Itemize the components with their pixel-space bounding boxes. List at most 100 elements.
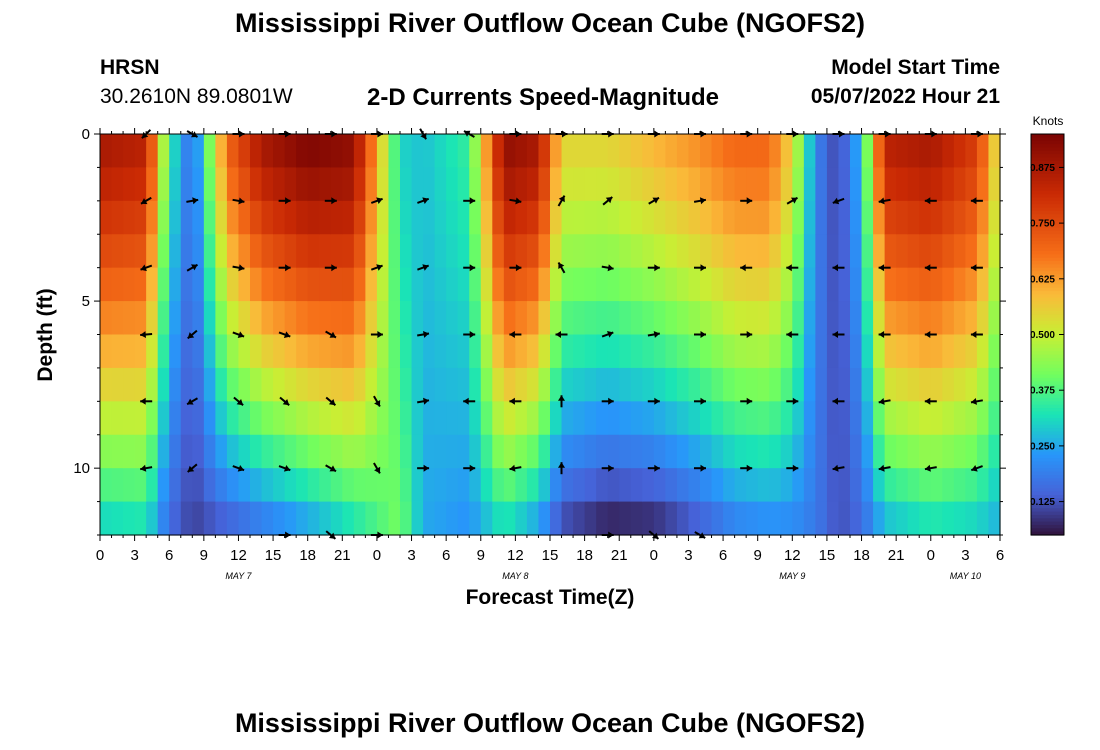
current-vector-arrow xyxy=(832,197,845,205)
current-vector-arrow xyxy=(601,331,614,338)
heatmap-cell xyxy=(734,134,747,169)
heatmap-cell xyxy=(146,434,159,469)
heatmap-cell xyxy=(930,401,943,436)
heatmap-cell xyxy=(388,301,401,336)
heatmap-cell xyxy=(584,267,597,302)
heatmap-cell xyxy=(584,200,597,235)
heatmap-cell xyxy=(884,134,897,169)
heatmap-cell xyxy=(861,468,874,503)
heatmap-cell xyxy=(573,200,586,235)
heatmap-cell xyxy=(157,468,170,503)
heatmap-cell xyxy=(907,167,920,202)
heatmap-cell xyxy=(457,200,470,235)
vector-head xyxy=(238,264,245,272)
heatmap-cell xyxy=(480,434,493,469)
vector-head xyxy=(878,264,885,272)
current-vector-arrow xyxy=(740,331,753,338)
heatmap-cell xyxy=(480,200,493,235)
heatmap-cell xyxy=(434,367,447,402)
heatmap-cell xyxy=(746,267,759,302)
heatmap-cell xyxy=(296,468,309,503)
heatmap-cell xyxy=(919,267,932,302)
heatmap-cell xyxy=(365,468,378,503)
colorbar-segment xyxy=(1031,404,1064,409)
current-vector-arrow xyxy=(417,331,430,338)
heatmap-cell xyxy=(411,501,424,536)
x-tick-label: 6 xyxy=(442,547,450,564)
vector-head xyxy=(607,264,614,272)
heatmap-cell xyxy=(619,267,632,302)
heatmap-cell xyxy=(319,468,332,503)
heatmap-cell xyxy=(515,401,528,436)
heatmap-cell xyxy=(146,334,159,369)
vector-head xyxy=(140,264,147,272)
heatmap-cell xyxy=(596,401,609,436)
heatmap-cell xyxy=(226,401,240,436)
vector-head xyxy=(423,397,429,405)
current-vector-arrow xyxy=(140,331,153,338)
heatmap-cell xyxy=(700,401,713,436)
vector-head xyxy=(374,466,381,474)
heatmap-cell xyxy=(376,401,390,436)
heatmap-cell xyxy=(861,301,874,336)
heatmap-cell xyxy=(653,434,666,469)
vector-head xyxy=(786,264,792,272)
heatmap-cell xyxy=(596,301,609,336)
colorbar-segment xyxy=(1031,304,1064,309)
heatmap-cell xyxy=(584,301,597,336)
heatmap-cell xyxy=(123,367,136,402)
colorbar-segment xyxy=(1031,428,1064,433)
heatmap-cell xyxy=(215,267,228,302)
heatmap-cell xyxy=(446,167,459,202)
heatmap-cell xyxy=(757,434,770,469)
heatmap-cell xyxy=(561,301,574,336)
heatmap-cell xyxy=(838,468,851,503)
heatmap-cell xyxy=(942,501,955,536)
heatmap-cell xyxy=(296,334,309,369)
heatmap-cell xyxy=(215,234,228,269)
heatmap-cell xyxy=(676,267,690,302)
heatmap-cell xyxy=(976,401,990,436)
heatmap-cell xyxy=(850,167,863,202)
heatmap-cell xyxy=(169,401,182,436)
x-tick-label: 6 xyxy=(996,547,1004,564)
heatmap-cell xyxy=(180,267,193,302)
heatmap-cell xyxy=(850,301,863,336)
heatmap-cell xyxy=(330,434,343,469)
heatmap-cell xyxy=(688,334,701,369)
heatmap-cell xyxy=(238,267,251,302)
vector-head xyxy=(924,264,931,272)
heatmap-cell xyxy=(873,334,886,369)
heatmap-cell xyxy=(826,234,840,269)
heatmap-cell xyxy=(526,501,540,536)
vector-head xyxy=(187,398,194,405)
heatmap-cell xyxy=(526,334,540,369)
heatmap-cell xyxy=(769,434,782,469)
current-vector-arrow xyxy=(232,197,245,205)
heatmap-cell xyxy=(803,334,816,369)
heatmap-cell xyxy=(146,367,159,402)
vector-head xyxy=(832,197,840,205)
colorbar-segment xyxy=(1031,397,1064,402)
heatmap-cell xyxy=(365,434,378,469)
current-vector-arrow xyxy=(970,197,983,205)
heatmap-cell xyxy=(134,501,147,536)
heatmap-cell xyxy=(896,234,909,269)
heatmap-cell xyxy=(319,134,332,169)
heatmap-cell xyxy=(746,200,759,235)
heatmap-cell xyxy=(780,267,793,302)
current-vector-arrow xyxy=(832,397,845,405)
heatmap-cell xyxy=(976,134,990,169)
heatmap-cell xyxy=(157,167,170,202)
heatmap-cell xyxy=(526,234,540,269)
heatmap-cell xyxy=(134,134,147,169)
heatmap-cell xyxy=(307,134,320,169)
heatmap-cell xyxy=(492,200,505,235)
heatmap-cell xyxy=(838,434,851,469)
heatmap-cell xyxy=(896,301,909,336)
heatmap-cell xyxy=(907,234,920,269)
heatmap-cell xyxy=(619,501,632,536)
heatmap-cell xyxy=(803,367,816,402)
current-vector-arrow xyxy=(325,396,337,406)
heatmap-cell xyxy=(457,367,470,402)
